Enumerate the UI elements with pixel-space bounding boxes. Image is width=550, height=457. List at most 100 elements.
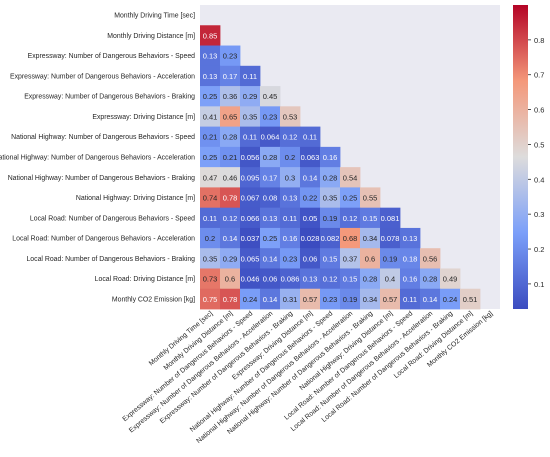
y-tick-label: National Highway: Driving Distance [m]: [76, 195, 195, 202]
colorbar-tick-label: 0.1: [534, 280, 544, 289]
heatmap-cell: [220, 227, 241, 249]
cell-value-label: 0.15: [363, 214, 378, 223]
heatmap-cell: [260, 268, 281, 290]
heatmap-cell: [280, 187, 301, 209]
cell-value-label: 0.06: [303, 254, 318, 263]
heatmap-cell: [260, 126, 281, 148]
heatmap-cell: [200, 268, 221, 290]
heatmap-cell: [300, 126, 321, 148]
heatmap-cell: [340, 227, 361, 249]
heatmap-cell: [340, 187, 361, 209]
cell-value-label: 0.24: [443, 295, 458, 304]
cell-value-label: 0.6: [365, 254, 375, 263]
heatmap-cell: [240, 268, 261, 290]
heatmap-cell-labels: 0.85 0.13 0.23 0.13 0.17 0.11 0.25 0.36 0.29 0.45…: [203, 31, 478, 303]
colorbar-tick-label: 0.7: [534, 71, 544, 80]
heatmap-cell: [360, 227, 381, 249]
heatmap-cell: [300, 288, 321, 310]
y-axis-tick-labels: Monthly Driving Time [sec] Monthly Drivin…: [0, 13, 195, 304]
y-tick-label: Expressway: Driving Distance [m]: [92, 114, 195, 121]
heatmap-cell: [240, 167, 261, 188]
cell-value-label: 0.06: [263, 275, 278, 284]
heatmap-cell: [200, 65, 221, 87]
heatmap-cell: [200, 86, 221, 107]
heatmap-cell: [300, 248, 321, 269]
heatmap-cell: [200, 167, 221, 188]
heatmap-cell: [200, 288, 221, 310]
cell-value-label: 0.31: [283, 295, 298, 304]
heatmap-cell: [220, 45, 241, 67]
heatmap-cell: [280, 106, 301, 127]
heatmap-cell: [240, 248, 261, 269]
heatmap-cell: [220, 86, 241, 107]
cell-value-label: 0.25: [203, 92, 218, 101]
heatmap-cell: [260, 288, 281, 310]
cell-value-label: 0.28: [223, 133, 238, 142]
cell-value-label: 0.14: [303, 173, 318, 182]
heatmap-cell: [320, 207, 341, 229]
heatmap-cell: [200, 25, 221, 46]
colorbar-tick-label: 0.6: [534, 106, 544, 115]
cell-value-label: 0.066: [241, 214, 260, 223]
y-tick-label: Local Road: Number of Dangerous Behavior…: [12, 236, 195, 243]
y-tick-label: Expressway: Number of Dangerous Behavior…: [24, 94, 195, 101]
heatmap-cell: [400, 248, 421, 269]
heatmap-cell: [240, 187, 261, 209]
cell-value-label: 0.16: [323, 153, 338, 162]
cell-value-label: 0.41: [203, 112, 218, 121]
heatmap-cell: [220, 106, 241, 127]
cell-value-label: 0.65: [223, 112, 238, 121]
cell-value-label: 0.24: [243, 295, 258, 304]
cell-value-label: 0.28: [363, 275, 378, 284]
heatmap-cell: [240, 207, 261, 229]
cell-value-label: 0.15: [343, 275, 358, 284]
heatmap-cell: [240, 227, 261, 249]
heatmap-cell: [300, 268, 321, 290]
cell-value-label: 0.028: [301, 234, 320, 243]
cell-value-label: 0.08: [263, 194, 278, 203]
cell-value-label: 0.74: [203, 194, 218, 203]
heatmap-cell: [420, 268, 441, 290]
heatmap-cell: [280, 167, 301, 188]
cell-value-label: 0.78: [223, 194, 238, 203]
heatmap-cell: [200, 106, 221, 127]
colorbar-tick-label: 0.2: [534, 245, 544, 254]
cell-value-label: 0.067: [241, 194, 260, 203]
y-tick-label: National Highway: Number of Dangerous Be…: [11, 134, 195, 141]
heatmap-cell: [420, 288, 441, 310]
colorbar-tick-label: 0.5: [534, 140, 544, 149]
cell-value-label: 0.11: [243, 72, 257, 81]
y-tick-label: National Highway: Number of Dangerous Be…: [8, 175, 195, 182]
cell-value-label: 0.45: [263, 92, 278, 101]
cell-value-label: 0.4: [385, 275, 395, 284]
heatmap-cell: [260, 207, 281, 229]
heatmap-cell: [220, 65, 241, 87]
cell-value-label: 0.063: [301, 153, 320, 162]
heatmap-cell: [220, 167, 241, 188]
heatmap-cell: [380, 288, 401, 310]
cell-value-label: 0.22: [303, 194, 318, 203]
heatmap-cell: [260, 86, 281, 107]
cell-value-label: 0.14: [263, 295, 278, 304]
heatmap-cell: [240, 106, 261, 127]
cell-value-label: 0.25: [263, 234, 278, 243]
heatmap-cell: [320, 268, 341, 290]
heatmap-cell: [220, 248, 241, 269]
cell-value-label: 0.36: [223, 92, 238, 101]
heatmap-cell: [380, 227, 401, 249]
cell-value-label: 0.12: [323, 275, 338, 284]
heatmap-cell: [280, 227, 301, 249]
cell-value-label: 0.2: [205, 234, 215, 243]
y-tick-label: Local Road: Number of Dangerous Behavior…: [30, 215, 195, 222]
heatmap-cell: [280, 207, 301, 229]
cell-value-label: 0.18: [403, 254, 418, 263]
cell-value-label: 0.16: [403, 275, 418, 284]
cell-value-label: 0.53: [283, 112, 298, 121]
heatmap-cell: [280, 146, 301, 168]
cell-value-label: 0.13: [283, 194, 298, 203]
heatmap-cell: [220, 288, 241, 310]
cell-value-label: 0.29: [243, 92, 258, 101]
colorbar-tick-label: 0.8: [534, 36, 544, 45]
heatmap-cell: [220, 146, 241, 168]
